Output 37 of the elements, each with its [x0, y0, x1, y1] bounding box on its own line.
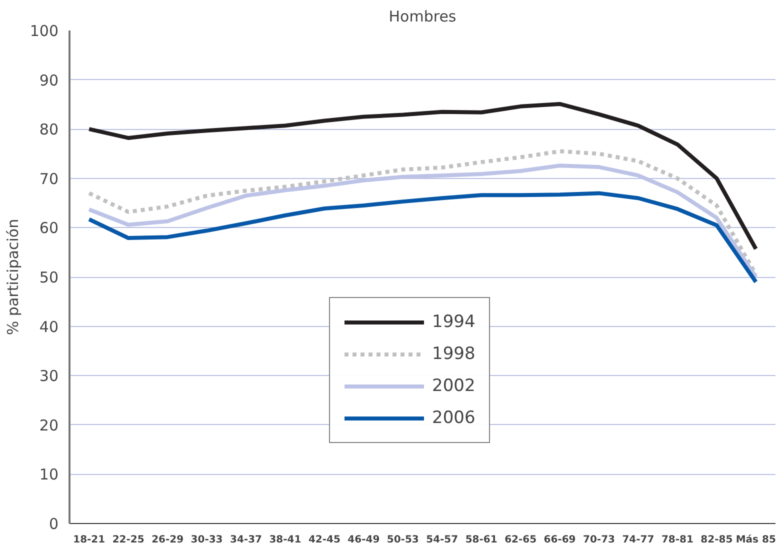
- x-tick-label: 70-73: [583, 534, 616, 546]
- x-tick-label: 82-85: [700, 534, 733, 546]
- x-tick-label: 62-65: [504, 534, 537, 546]
- y-tick-label: 90: [39, 71, 59, 90]
- line-series: [87, 191, 758, 284]
- x-tick-label: 30-33: [190, 534, 223, 546]
- x-tick-label: 78-81: [661, 534, 694, 546]
- chart-title: Hombres: [388, 8, 456, 26]
- legend-label: 2006: [432, 408, 476, 428]
- y-tick-label: 100: [30, 22, 59, 40]
- x-tick-label: 66-69: [544, 534, 576, 546]
- x-tick-label: Más 85: [736, 534, 776, 546]
- x-tick-label: 18-21: [73, 534, 106, 546]
- legend-label: 2002: [432, 376, 476, 396]
- y-tick-label: 10: [39, 466, 59, 484]
- x-tick-label: 38-41: [269, 534, 302, 546]
- y-axis-title: % participación: [4, 218, 22, 336]
- y-tick-label: 50: [39, 268, 59, 286]
- legend-label: 1998: [432, 344, 476, 364]
- x-tick-label: 46-49: [348, 534, 380, 546]
- legend-label: 1994: [432, 312, 476, 332]
- x-tick-label: 26-29: [152, 534, 184, 546]
- y-tick-label: 20: [39, 416, 59, 434]
- y-tick-label: 80: [39, 120, 59, 139]
- x-tick-label: 58-61: [465, 534, 498, 546]
- line-series: [87, 102, 758, 251]
- x-tick-label: 54-57: [426, 534, 458, 546]
- x-tick-label: 50-53: [386, 534, 419, 546]
- y-tick-label: 30: [39, 367, 59, 386]
- y-tick-label: 0: [48, 515, 59, 533]
- x-tick-label: 74-77: [622, 534, 654, 546]
- x-tick-label: 34-37: [230, 534, 262, 546]
- x-tick-label: 22-25: [112, 534, 144, 546]
- y-tick-label: 40: [39, 318, 59, 336]
- y-tick-label: 70: [39, 170, 59, 188]
- x-tick-label: 42-45: [308, 534, 340, 546]
- y-tick-label: 60: [39, 219, 59, 238]
